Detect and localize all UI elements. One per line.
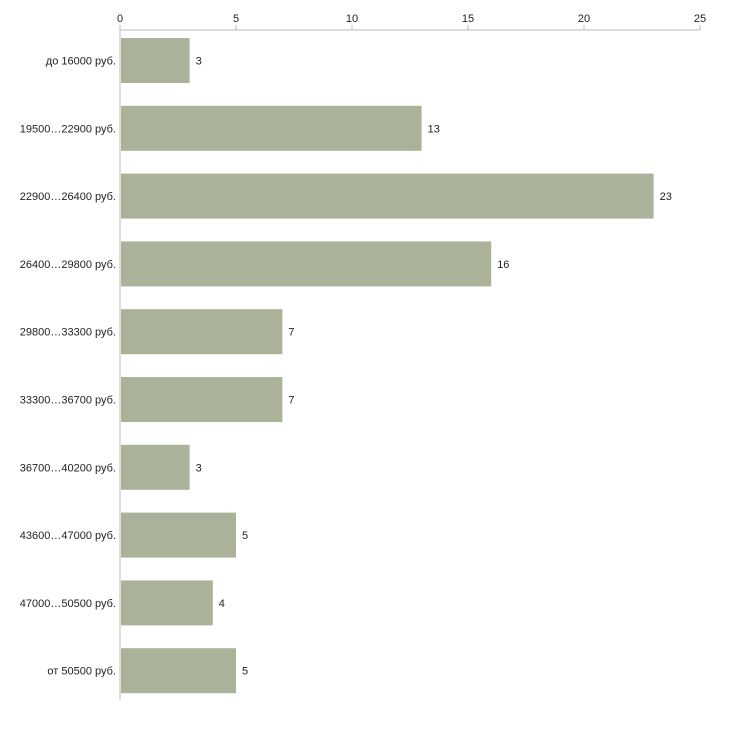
bar: [121, 173, 654, 219]
x-tick-label: 15: [462, 13, 474, 25]
data-label: 5: [242, 530, 248, 542]
bar: [121, 648, 236, 694]
data-labels: 3 13 23 16 7 7 3 5 4 5: [196, 56, 672, 678]
category-labels: до 16000 руб. 19500…22900 руб. 22900…26400…: [20, 56, 116, 678]
category-label: 43600…47000 руб.: [20, 530, 116, 542]
category-label: до 16000 руб.: [46, 56, 116, 68]
data-label: 3: [196, 56, 202, 68]
data-label: 13: [428, 123, 440, 135]
data-label: 23: [660, 191, 672, 203]
bar: [121, 444, 190, 490]
bars: [121, 38, 654, 694]
bar: [121, 105, 422, 151]
category-label: от 50500 руб.: [47, 666, 116, 678]
category-label: 26400…29800 руб.: [20, 259, 116, 271]
data-label: 4: [219, 598, 225, 610]
bar: [121, 241, 492, 287]
bar: [121, 512, 236, 558]
data-label: 3: [196, 462, 202, 474]
category-label: 33300…36700 руб.: [20, 395, 116, 407]
x-tick-label: 10: [346, 13, 358, 25]
category-label: 29800…33300 руб.: [20, 327, 116, 339]
x-tick-label: 25: [694, 13, 706, 25]
category-label: 19500…22900 руб.: [20, 123, 116, 135]
data-label: 7: [288, 327, 294, 339]
data-label: 7: [288, 395, 294, 407]
bar: [121, 38, 190, 83]
bar: [121, 580, 213, 626]
category-label: 36700…40200 руб.: [20, 462, 116, 474]
category-label: 22900…26400 руб.: [20, 191, 116, 203]
data-label: 5: [242, 666, 248, 678]
bar: [121, 377, 283, 422]
data-label: 16: [497, 259, 509, 271]
x-tick-label: 5: [233, 13, 239, 25]
category-label: 47000…50500 руб.: [20, 598, 116, 610]
bar: [121, 309, 283, 355]
x-axis: 0 5 10 15 20 25: [117, 13, 706, 700]
x-tick-label: 20: [578, 13, 590, 25]
x-tick-label: 0: [117, 13, 123, 25]
